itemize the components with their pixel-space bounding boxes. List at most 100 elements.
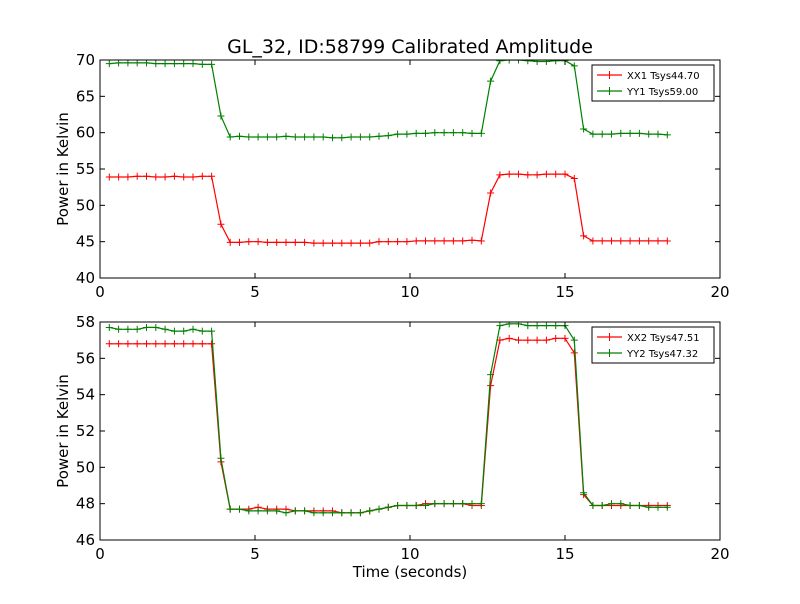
top-legend-marker-1 xyxy=(605,71,614,79)
top-plot-series-group xyxy=(105,60,671,247)
bottom-y-tick-label: 52 xyxy=(76,422,95,440)
top-series-2-point xyxy=(524,60,532,65)
top-series-1-point xyxy=(254,238,262,246)
top-series-1-point xyxy=(384,238,392,246)
top-series-1-point xyxy=(198,172,206,180)
top-series-2-point xyxy=(236,132,243,140)
bottom-series-2-point xyxy=(645,503,653,511)
bottom-series-2-point xyxy=(301,507,309,515)
top-y-tick-label: 70 xyxy=(76,51,95,69)
top-series-1-point xyxy=(152,173,160,181)
top-series-2-point xyxy=(115,60,123,67)
top-series-1-point xyxy=(180,173,188,181)
top-series-2-point xyxy=(617,129,625,137)
bottom-series-2-point xyxy=(133,325,141,333)
top-series-1-point xyxy=(115,173,123,181)
bottom-series-1-point xyxy=(542,336,550,344)
top-series-2-point xyxy=(170,60,178,68)
top-series-2-point xyxy=(645,130,653,138)
top-series-2-point xyxy=(329,134,336,142)
top-series-1-point xyxy=(356,239,364,247)
bottom-legend-box xyxy=(591,326,715,364)
bottom-x-tick-label: 10 xyxy=(400,545,419,563)
bottom-series-2-point xyxy=(217,454,225,462)
bottom-series-2-point xyxy=(245,507,253,515)
top-series-1-point xyxy=(449,237,457,245)
top-series-1-point xyxy=(301,238,309,246)
top-series-2-point xyxy=(245,133,253,141)
top-series-1-point xyxy=(394,238,402,246)
top-series-1-point xyxy=(552,170,560,178)
top-series-1-point xyxy=(561,170,569,178)
top-series-1-point xyxy=(598,237,606,245)
top-series-2-point xyxy=(301,133,309,141)
bottom-series-2-point xyxy=(366,507,374,515)
top-series-2-point xyxy=(366,133,374,141)
top-series-2-point xyxy=(384,132,392,140)
top-series-1-point xyxy=(635,237,643,245)
bottom-series-2-point xyxy=(468,500,476,508)
bottom-series-2-point xyxy=(356,509,364,517)
bottom-series-1-point xyxy=(170,340,178,348)
bottom-series-1-point xyxy=(487,382,495,390)
top-y-tick-label: 50 xyxy=(76,196,95,214)
bottom-series-2-point xyxy=(347,509,355,517)
bottom-series-2-point xyxy=(180,327,188,335)
bottom-series-1-point xyxy=(570,349,578,357)
top-series-2-point xyxy=(375,132,383,140)
top-series-1-point xyxy=(412,237,420,245)
bottom-series-2-point xyxy=(440,500,448,508)
top-series-2-point xyxy=(487,77,495,85)
bottom-series-2-point xyxy=(487,371,495,379)
bottom-legend-marker-1 xyxy=(605,333,614,341)
bottom-series-1-point xyxy=(198,340,206,348)
top-series-1-point xyxy=(217,220,225,228)
top-series-2-point xyxy=(505,60,513,64)
top-series-1-point xyxy=(161,173,169,181)
top-series-2-point xyxy=(449,129,457,137)
bottom-y-tick-label: 48 xyxy=(76,495,95,513)
bottom-series-2-point xyxy=(263,507,271,515)
bottom-series-1-point xyxy=(115,340,123,348)
bottom-series-2-point xyxy=(394,501,402,509)
top-series-1-point xyxy=(505,170,513,178)
bottom-y-tick-label: 50 xyxy=(76,458,95,476)
bottom-series-1-point xyxy=(124,340,132,348)
top-series-2-point xyxy=(124,60,132,67)
bottom-y-tick-label: 56 xyxy=(76,349,95,367)
bottom-series-2-point xyxy=(319,509,327,517)
bottom-series-2-point xyxy=(124,325,132,333)
top-series-2-point xyxy=(338,134,346,142)
bottom-series-2-point xyxy=(505,322,513,328)
top-series-1-point xyxy=(403,238,411,246)
bottom-series-2-point xyxy=(542,322,550,330)
bottom-y-axis-label: Power in Kelvin xyxy=(54,374,72,488)
bottom-series-2-point xyxy=(635,501,643,509)
top-series-2-point xyxy=(208,60,216,68)
bottom-y-tick-label: 58 xyxy=(76,313,95,331)
bottom-series-2-point xyxy=(598,501,606,509)
bottom-series-2-point xyxy=(208,327,216,335)
top-y-tick-label: 55 xyxy=(76,160,95,178)
bottom-series-2-point xyxy=(189,325,197,333)
top-series-2-point xyxy=(273,133,281,141)
top-legend-marker-2 xyxy=(605,87,614,95)
bottom-series-2-point xyxy=(626,501,634,509)
bottom-y-tick-label: 54 xyxy=(76,386,95,404)
bottom-series-2-point xyxy=(524,322,532,330)
bottom-legend-marker-2 xyxy=(605,349,614,357)
top-series-1-point xyxy=(338,239,346,247)
top-series-2-point xyxy=(533,60,541,65)
top-series-1-point xyxy=(282,238,290,246)
top-series-2-point xyxy=(403,130,411,138)
bottom-series-2-point xyxy=(654,503,662,511)
top-legend: XX1 Tsys44.70 YY1 Tsys59.00 xyxy=(591,64,715,102)
bottom-series-2-point xyxy=(143,323,150,331)
bottom-series-2-point xyxy=(449,500,457,508)
top-plot-panel: 0 5 10 15 20 40 45 50 55 60 65 70 Power in Kelvin XX1… xyxy=(54,51,730,301)
top-series-2-point xyxy=(468,129,476,137)
top-series-2-point xyxy=(608,130,615,138)
top-series-2-point xyxy=(542,60,550,65)
